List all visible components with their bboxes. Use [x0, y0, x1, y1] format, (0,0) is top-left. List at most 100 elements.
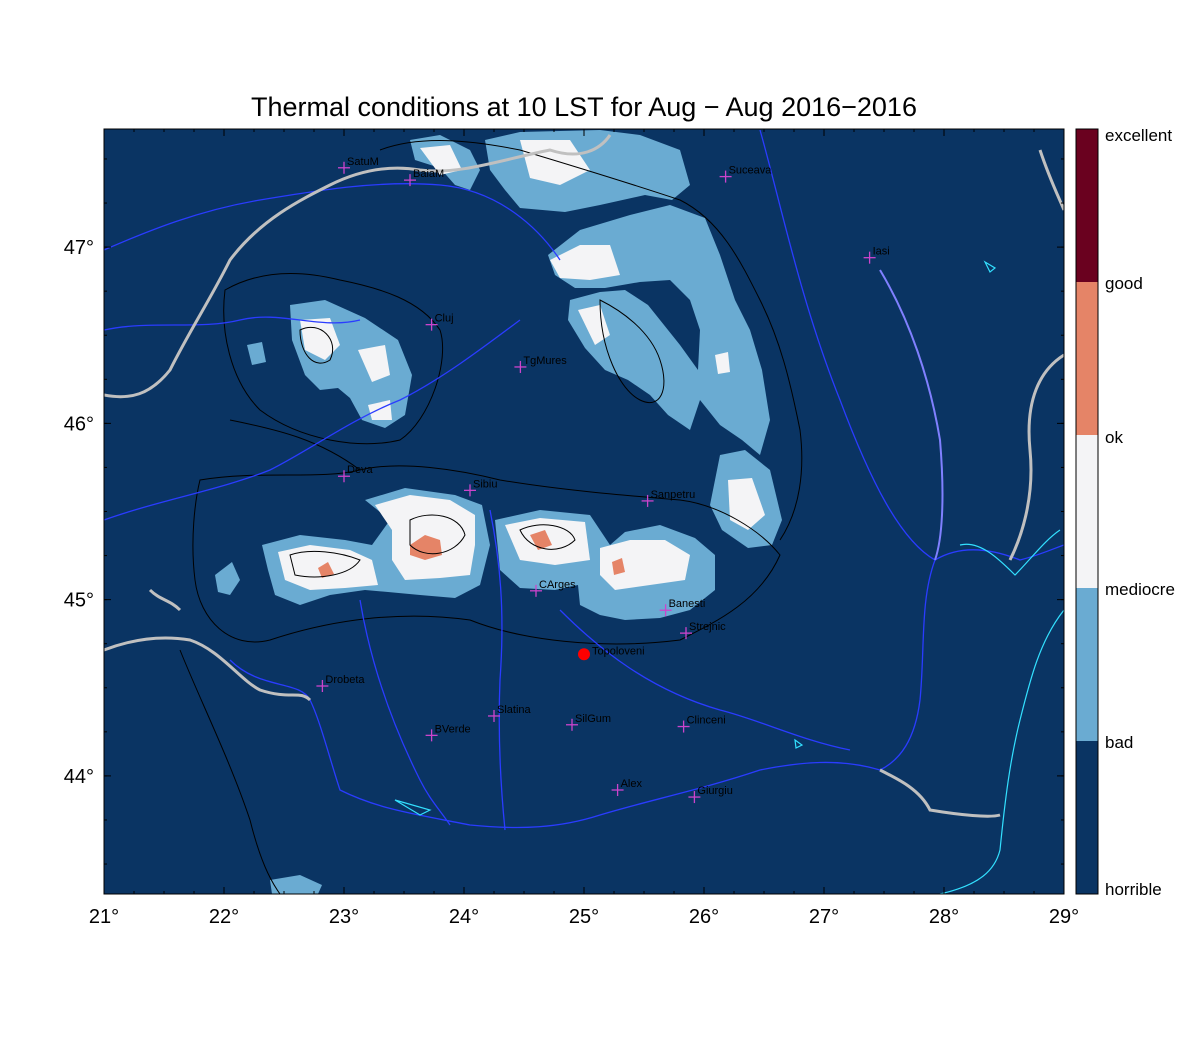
topoloveni-marker: [578, 648, 590, 661]
x-tick-label: 29°: [1049, 906, 1079, 928]
city-clinceni: Clinceni: [677, 715, 726, 733]
ok-patch-1: [318, 562, 334, 578]
city-label: Strejnic: [689, 621, 726, 633]
city-suceava: Suceava: [719, 165, 773, 183]
city-tgmures: TgMures: [514, 355, 567, 373]
city-banesti: Banesti: [659, 598, 706, 617]
y-tick-label: 47°: [64, 237, 94, 259]
city-label: SatuM: [347, 156, 379, 168]
river-arges: [559, 609, 851, 751]
ok-patch-4: [612, 558, 625, 575]
contour-6: [519, 524, 576, 550]
river-danube-north: [934, 544, 1064, 561]
x-tick-label: 27°: [809, 906, 839, 928]
region-west-spot: [215, 562, 240, 595]
patch-east-1: [550, 245, 620, 280]
mediocre-regions: [278, 140, 765, 590]
city-label: SilGum: [575, 713, 611, 725]
city-deva: Deva: [338, 464, 374, 483]
river-somes: [104, 183, 561, 261]
city-label: Sibiu: [473, 478, 497, 490]
city-label: Sanpetru: [651, 489, 696, 501]
river-jiu: [359, 599, 451, 826]
highlight-site: Topoloveni: [578, 645, 645, 661]
city-sanpetru: Sanpetru: [641, 489, 696, 507]
contour-8: [289, 550, 361, 578]
contour-2: [192, 465, 781, 645]
contour-4: [299, 326, 334, 364]
city-bverde: BVerde: [425, 723, 471, 742]
elevation-contours: [179, 140, 803, 894]
legend-label-excellent: excellent: [1105, 126, 1172, 145]
x-tick-label: 26°: [689, 906, 719, 928]
legend-label-bad: bad: [1105, 733, 1133, 752]
patch-north-1: [420, 145, 462, 175]
x-tick-label: 23°: [329, 906, 359, 928]
city-label: TgMures: [523, 355, 567, 367]
city-strejnic: Strejnic: [680, 621, 726, 640]
city-label: BaiaM: [413, 168, 444, 180]
colorbar-bad: [1076, 588, 1098, 741]
legend-label-good: good: [1105, 274, 1143, 293]
river-crisuri: [104, 316, 361, 331]
region-apuseni-small: [247, 342, 266, 365]
y-tick-label: 46°: [64, 413, 94, 435]
x-tick-label: 25°: [569, 906, 599, 928]
city-giurgiu: Giurgiu: [688, 785, 733, 804]
legend-label-horrible: horrible: [1105, 880, 1162, 899]
coastline: [394, 260, 1064, 894]
topoloveni-label: Topoloveni: [592, 645, 645, 657]
city-cluj: Cluj: [425, 313, 454, 331]
city-silgum: SilGum: [566, 713, 611, 731]
border-east: [1038, 149, 1064, 211]
lake-3: [794, 738, 804, 749]
city-label: Deva: [347, 464, 374, 476]
y-axis-labels: 44° 45° 46° 47°: [64, 237, 94, 788]
river-mures: [104, 319, 521, 521]
river-prut: [879, 269, 944, 561]
patch-apuseni-3: [368, 400, 392, 420]
colorbar-ok: [1076, 282, 1098, 435]
patch-east-arc: [728, 478, 765, 530]
border-west: [148, 588, 182, 612]
city-label: Drobeta: [325, 674, 365, 686]
rivers: [104, 129, 1064, 831]
x-tick-label: 22°: [209, 906, 239, 928]
patch-bucegi: [600, 540, 690, 590]
border-southwest: [104, 636, 312, 702]
x-axis-labels: 21° 22° 23° 24° 25° 26° 27° 28° 29°: [89, 906, 1079, 928]
city-drobeta: Drobeta: [316, 674, 365, 693]
colorbar-mediocre: [1076, 435, 1098, 588]
contour-10: [229, 419, 361, 471]
coast-black-sea: [939, 609, 1064, 894]
contour-7: [599, 299, 665, 403]
contour-1: [223, 272, 444, 445]
city-slatina: Slatina: [488, 704, 532, 722]
city-label: Clinceni: [687, 715, 726, 727]
country-borders: [104, 134, 1064, 818]
axis-ticks: [103, 129, 1065, 894]
city-label: Suceava: [729, 165, 773, 177]
city-label: Banesti: [669, 598, 706, 610]
map-title: Thermal conditions at 10 LST for Aug − A…: [251, 92, 917, 122]
city-satum: SatuM: [338, 156, 379, 174]
contour-5: [409, 514, 466, 555]
city-label: Giurgiu: [697, 785, 732, 797]
city-markers: SatuM BaiaM Suceava Iasi Cluj TgMures Deva Sibi…: [316, 156, 890, 804]
colorbar-frame: [1075, 128, 1099, 895]
map-panel: 21° 22° 23° 24° 25° 26° 27° 28° 29° 44° 45° 46° 47°…: [64, 128, 1079, 928]
thermal-field: [104, 129, 1064, 894]
border-north: [104, 134, 612, 399]
y-tick-label: 45°: [64, 590, 94, 612]
colorbar: excellent good ok mediocre bad horrible: [1075, 126, 1175, 899]
lake-1: [394, 799, 432, 816]
city-label: Alex: [621, 778, 643, 790]
patch-apuseni-2: [358, 345, 390, 382]
city-label: BVerde: [435, 723, 471, 735]
border-southeast: [879, 768, 1001, 818]
city-label: Iasi: [873, 246, 890, 258]
river-danube-south: [229, 559, 936, 829]
y-tick-label: 44°: [64, 766, 94, 788]
river-olt: [489, 509, 506, 831]
